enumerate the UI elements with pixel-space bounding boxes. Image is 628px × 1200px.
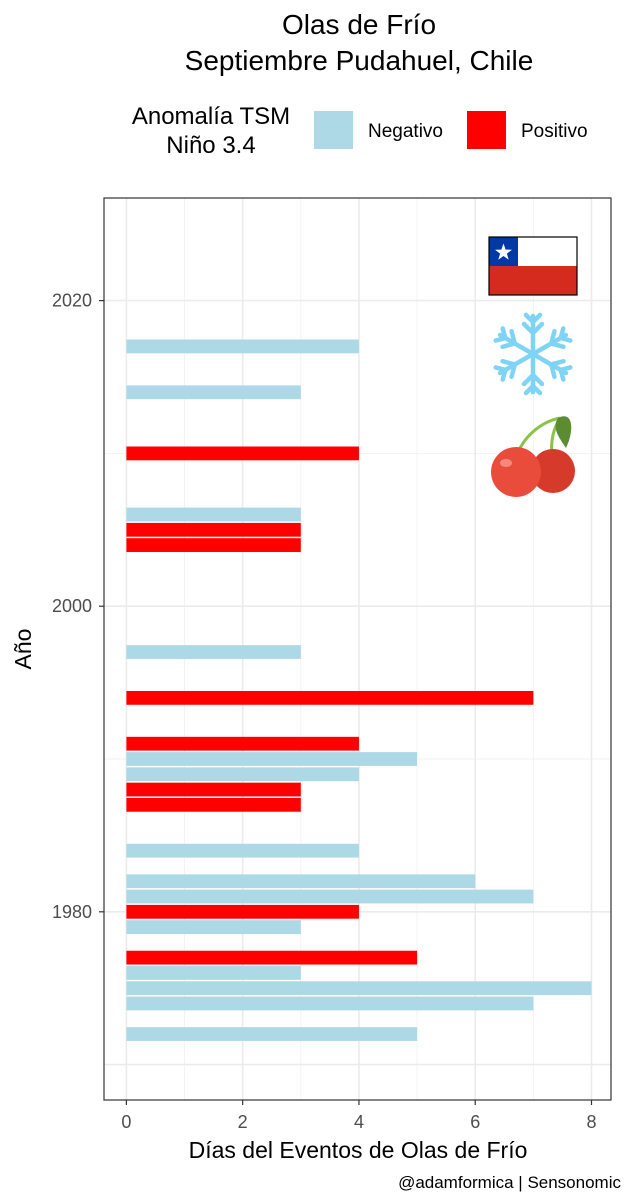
y-tick-label: 2020 xyxy=(52,291,92,311)
bar-1972 xyxy=(126,1027,418,1041)
bar-1987 xyxy=(126,797,301,812)
x-tick-label: 0 xyxy=(121,1112,131,1132)
legend-key-negativo xyxy=(314,111,353,149)
bar-2014 xyxy=(126,385,301,400)
x-tick-label: 6 xyxy=(470,1112,480,1132)
bar-1984 xyxy=(126,843,359,858)
legend: Anomalía TSM Niño 3.4 Negativo Positivo xyxy=(132,103,588,159)
plot-border xyxy=(103,197,612,1101)
bar-1981 xyxy=(126,889,534,904)
bar-1997 xyxy=(126,645,301,659)
legend-title-line-1: Anomalía TSM xyxy=(132,103,290,130)
bar-2017 xyxy=(126,339,359,354)
chart-subtitle: Septiembre Pudahuel, Chile xyxy=(185,45,534,76)
bar-1991 xyxy=(126,736,359,751)
legend-title-line-2: Niño 3.4 xyxy=(166,132,255,159)
bar-1975 xyxy=(126,981,592,996)
bar-1990 xyxy=(126,752,418,766)
bar-1982 xyxy=(126,874,476,889)
x-tick-label: 4 xyxy=(354,1112,364,1132)
bar-1994 xyxy=(126,690,534,705)
bar-1974 xyxy=(126,996,534,1011)
bars xyxy=(126,339,592,1041)
chile-flag-icon xyxy=(488,236,578,296)
y-axis: 1980 2000 2020 xyxy=(52,291,104,922)
bar-2004 xyxy=(126,538,301,552)
bar-1988 xyxy=(126,782,301,797)
y-axis-title: Año xyxy=(10,629,36,670)
bar-1980 xyxy=(126,904,359,919)
bar-1979 xyxy=(126,920,301,934)
x-axis: 0 2 4 6 8 xyxy=(121,1100,597,1132)
bar-1989 xyxy=(126,767,359,782)
cherries-icon xyxy=(491,416,575,497)
bar-1976 xyxy=(126,966,301,980)
y-tick-label: 1980 xyxy=(52,902,92,922)
legend-label-negativo: Negativo xyxy=(368,121,443,142)
bar-1977 xyxy=(126,950,418,965)
bar-2006 xyxy=(126,507,301,522)
x-tick-label: 8 xyxy=(586,1112,596,1132)
plot-panel xyxy=(103,197,612,1101)
bar-2010 xyxy=(126,446,359,461)
snowflake-icon xyxy=(495,312,572,393)
legend-key-positivo xyxy=(467,111,506,149)
chart-title: Olas de Frío xyxy=(282,9,436,40)
y-tick-label: 2000 xyxy=(52,596,92,616)
bar-2005 xyxy=(126,522,301,537)
x-axis-title: Días del Eventos de Olas de Frío xyxy=(189,1137,528,1163)
caption: @adamformica | Sensonomic xyxy=(398,1173,621,1192)
legend-label-positivo: Positivo xyxy=(521,121,588,142)
x-tick-label: 2 xyxy=(238,1112,248,1132)
